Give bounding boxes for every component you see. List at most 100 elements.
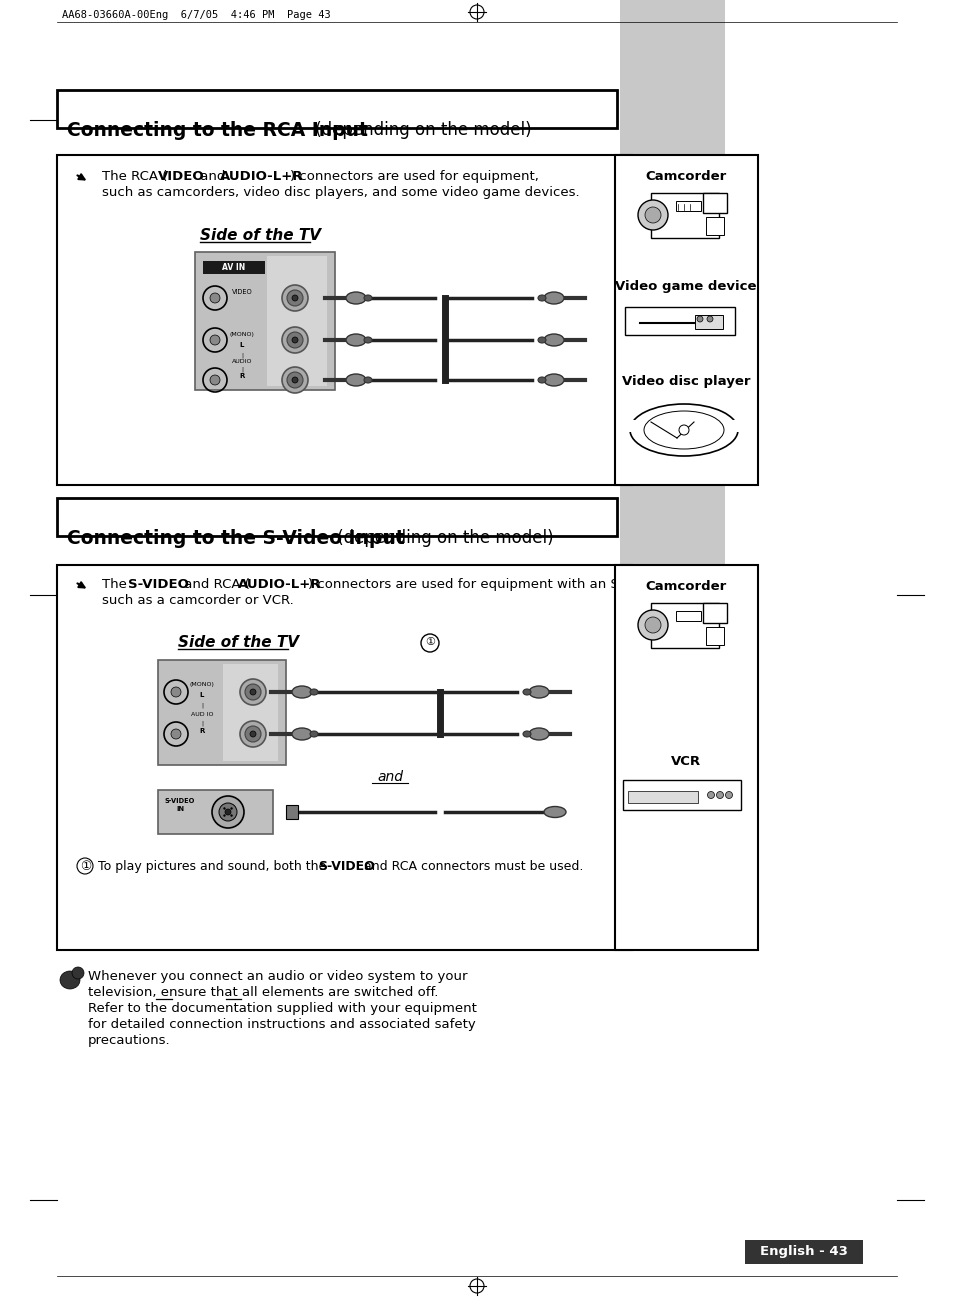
Bar bbox=[619, 485, 724, 565]
Circle shape bbox=[210, 335, 220, 345]
Ellipse shape bbox=[543, 806, 565, 818]
Bar bbox=[650, 193, 719, 238]
Bar bbox=[744, 1240, 862, 1264]
Ellipse shape bbox=[537, 337, 545, 343]
Text: |: | bbox=[201, 704, 203, 709]
Ellipse shape bbox=[364, 376, 372, 383]
Bar bbox=[615, 154, 758, 485]
Text: (depending on the model): (depending on the model) bbox=[310, 121, 531, 139]
Bar bbox=[676, 201, 700, 212]
Bar bbox=[158, 659, 286, 765]
Circle shape bbox=[644, 206, 660, 223]
Text: VIDEO: VIDEO bbox=[232, 289, 253, 295]
Bar bbox=[203, 261, 265, 274]
Text: such as camcorders, video disc players, and some video game devices.: such as camcorders, video disc players, … bbox=[102, 186, 579, 199]
Text: AUDIO-L+R: AUDIO-L+R bbox=[237, 578, 321, 591]
Text: Video game device: Video game device bbox=[615, 280, 756, 293]
Text: such as a camcorder or VCR.: such as a camcorder or VCR. bbox=[102, 594, 294, 607]
Bar bbox=[702, 604, 726, 623]
Ellipse shape bbox=[543, 334, 563, 347]
Text: (MONO): (MONO) bbox=[190, 681, 214, 687]
Circle shape bbox=[638, 200, 667, 230]
Bar bbox=[624, 308, 734, 335]
Bar bbox=[676, 611, 700, 620]
Bar bbox=[705, 627, 723, 645]
Ellipse shape bbox=[537, 295, 545, 301]
Text: R: R bbox=[199, 728, 205, 733]
Text: Side of the TV: Side of the TV bbox=[178, 635, 298, 650]
Circle shape bbox=[223, 807, 226, 810]
Text: Side of the TV: Side of the TV bbox=[200, 228, 320, 243]
Circle shape bbox=[210, 375, 220, 386]
Ellipse shape bbox=[522, 689, 531, 694]
Ellipse shape bbox=[537, 376, 545, 383]
Circle shape bbox=[679, 424, 688, 435]
Ellipse shape bbox=[346, 374, 366, 386]
Text: S-VIDEO: S-VIDEO bbox=[317, 861, 375, 874]
Text: ) connectors are used for equipment,: ) connectors are used for equipment, bbox=[290, 170, 538, 183]
Text: Refer to the documentation supplied with your equipment: Refer to the documentation supplied with… bbox=[88, 1002, 476, 1015]
Circle shape bbox=[282, 327, 308, 353]
Circle shape bbox=[697, 315, 702, 322]
Bar bbox=[702, 193, 726, 213]
Text: ) connectors are used for equipment with an S-Video output,: ) connectors are used for equipment with… bbox=[308, 578, 712, 591]
Circle shape bbox=[225, 809, 231, 815]
Ellipse shape bbox=[543, 292, 563, 304]
Bar bbox=[619, 0, 724, 154]
Ellipse shape bbox=[346, 334, 366, 347]
Circle shape bbox=[219, 803, 236, 822]
Text: Camcorder: Camcorder bbox=[644, 170, 726, 183]
Text: The RCA (: The RCA ( bbox=[102, 170, 167, 183]
Text: AUDIO: AUDIO bbox=[232, 360, 252, 363]
Circle shape bbox=[230, 814, 233, 816]
Ellipse shape bbox=[346, 292, 366, 304]
Bar bbox=[615, 565, 758, 950]
Text: VIDEO: VIDEO bbox=[158, 170, 204, 183]
Text: VCR: VCR bbox=[670, 755, 700, 768]
Circle shape bbox=[292, 376, 297, 383]
Circle shape bbox=[287, 332, 303, 348]
Circle shape bbox=[282, 286, 308, 312]
Circle shape bbox=[724, 792, 732, 798]
Text: Video disc player: Video disc player bbox=[621, 375, 749, 388]
Ellipse shape bbox=[529, 728, 548, 740]
Circle shape bbox=[716, 792, 722, 798]
Circle shape bbox=[230, 807, 233, 810]
Text: To play pictures and sound, both the: To play pictures and sound, both the bbox=[98, 861, 330, 874]
Ellipse shape bbox=[543, 374, 563, 386]
Circle shape bbox=[212, 796, 244, 828]
Bar bbox=[57, 154, 631, 485]
Circle shape bbox=[250, 689, 255, 694]
Bar bbox=[57, 498, 617, 536]
Text: Connecting to the RCA Input: Connecting to the RCA Input bbox=[67, 121, 368, 140]
Text: and RCA connectors must be used.: and RCA connectors must be used. bbox=[359, 861, 583, 874]
Ellipse shape bbox=[310, 689, 317, 694]
Ellipse shape bbox=[629, 404, 738, 456]
Text: L: L bbox=[239, 341, 244, 348]
Circle shape bbox=[250, 731, 255, 737]
Circle shape bbox=[292, 337, 297, 343]
Ellipse shape bbox=[364, 295, 372, 301]
Bar bbox=[57, 90, 617, 129]
Text: AA68-03660A-00Eng  6/7/05  4:46 PM  Page 43: AA68-03660A-00Eng 6/7/05 4:46 PM Page 43 bbox=[62, 10, 331, 19]
Ellipse shape bbox=[292, 728, 312, 740]
Circle shape bbox=[171, 687, 181, 697]
Text: and RCA (: and RCA ( bbox=[180, 578, 250, 591]
Circle shape bbox=[245, 684, 261, 700]
Bar bbox=[158, 790, 273, 835]
Circle shape bbox=[245, 726, 261, 742]
Text: ①: ① bbox=[424, 637, 435, 646]
Text: English - 43: English - 43 bbox=[760, 1245, 847, 1258]
Circle shape bbox=[706, 315, 712, 322]
Bar bbox=[223, 665, 277, 761]
Text: (MONO): (MONO) bbox=[230, 332, 254, 337]
Bar bbox=[194, 252, 335, 389]
Text: |: | bbox=[241, 367, 243, 373]
Circle shape bbox=[707, 792, 714, 798]
Text: for detailed connection instructions and associated safety: for detailed connection instructions and… bbox=[88, 1018, 476, 1031]
Text: Connecting to the S-Video Input: Connecting to the S-Video Input bbox=[67, 530, 404, 548]
Text: S-VIDEO: S-VIDEO bbox=[128, 578, 189, 591]
Text: |: | bbox=[201, 720, 203, 727]
Text: (depending on the model): (depending on the model) bbox=[332, 530, 553, 546]
Ellipse shape bbox=[529, 687, 548, 698]
